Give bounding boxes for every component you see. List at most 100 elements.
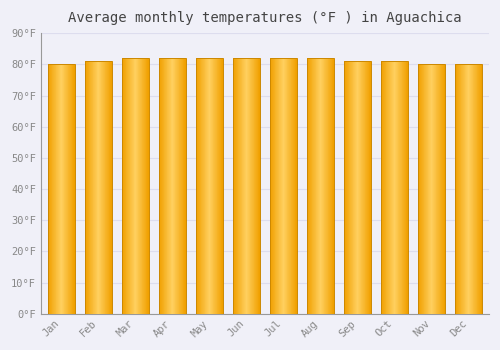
Bar: [169, 58, 170, 314]
Bar: [137, 58, 138, 314]
Bar: [138, 58, 139, 314]
Bar: [418, 64, 445, 314]
Bar: [311, 58, 312, 314]
Bar: [104, 61, 105, 314]
Bar: [289, 58, 290, 314]
Bar: [349, 61, 350, 314]
Bar: [295, 58, 296, 314]
Bar: [144, 58, 145, 314]
Bar: [276, 58, 277, 314]
Bar: [248, 58, 249, 314]
Bar: [477, 64, 478, 314]
Bar: [423, 64, 424, 314]
Bar: [393, 61, 394, 314]
Bar: [455, 64, 456, 314]
Bar: [91, 61, 92, 314]
Bar: [196, 58, 197, 314]
Bar: [243, 58, 244, 314]
Bar: [239, 58, 240, 314]
Bar: [216, 58, 217, 314]
Bar: [129, 58, 130, 314]
Bar: [474, 64, 476, 314]
Bar: [381, 61, 382, 314]
Bar: [242, 58, 243, 314]
Bar: [204, 58, 205, 314]
Bar: [428, 64, 429, 314]
Bar: [473, 64, 474, 314]
Bar: [270, 58, 297, 314]
Bar: [185, 58, 186, 314]
Bar: [350, 61, 351, 314]
Bar: [220, 58, 221, 314]
Bar: [85, 61, 112, 314]
Bar: [127, 58, 128, 314]
Bar: [95, 61, 96, 314]
Bar: [238, 58, 239, 314]
Bar: [289, 58, 290, 314]
Bar: [458, 64, 459, 314]
Bar: [381, 61, 408, 314]
Bar: [402, 61, 403, 314]
Bar: [441, 64, 442, 314]
Bar: [382, 61, 383, 314]
Bar: [355, 61, 356, 314]
Bar: [172, 58, 173, 314]
Bar: [344, 61, 345, 314]
Bar: [459, 64, 460, 314]
Bar: [313, 58, 314, 314]
Bar: [219, 58, 220, 314]
Bar: [320, 58, 321, 314]
Bar: [167, 58, 168, 314]
Bar: [52, 64, 53, 314]
Bar: [419, 64, 420, 314]
Bar: [178, 58, 179, 314]
Bar: [135, 58, 136, 314]
Bar: [478, 64, 480, 314]
Bar: [109, 61, 110, 314]
Bar: [66, 64, 67, 314]
Bar: [218, 58, 220, 314]
Bar: [366, 61, 367, 314]
Bar: [316, 58, 317, 314]
Bar: [314, 58, 315, 314]
Bar: [288, 58, 289, 314]
Bar: [87, 61, 88, 314]
Bar: [354, 61, 355, 314]
Bar: [396, 61, 397, 314]
Bar: [124, 58, 125, 314]
Bar: [101, 61, 102, 314]
Bar: [345, 61, 346, 314]
Bar: [182, 58, 183, 314]
Bar: [89, 61, 90, 314]
Bar: [51, 64, 52, 314]
Bar: [165, 58, 166, 314]
Bar: [199, 58, 200, 314]
Bar: [107, 61, 108, 314]
Bar: [61, 64, 62, 314]
Bar: [124, 58, 125, 314]
Bar: [326, 58, 327, 314]
Bar: [212, 58, 213, 314]
Bar: [65, 64, 66, 314]
Bar: [252, 58, 253, 314]
Bar: [392, 61, 393, 314]
Bar: [456, 64, 457, 314]
Bar: [383, 61, 384, 314]
Bar: [479, 64, 480, 314]
Bar: [122, 58, 123, 314]
Bar: [405, 61, 406, 314]
Bar: [147, 58, 148, 314]
Bar: [168, 58, 169, 314]
Bar: [173, 58, 174, 314]
Bar: [475, 64, 476, 314]
Bar: [123, 58, 124, 314]
Bar: [307, 58, 334, 314]
Bar: [465, 64, 466, 314]
Bar: [247, 58, 248, 314]
Bar: [146, 58, 147, 314]
Bar: [125, 58, 126, 314]
Bar: [177, 58, 178, 314]
Bar: [398, 61, 399, 314]
Bar: [142, 58, 143, 314]
Bar: [208, 58, 209, 314]
